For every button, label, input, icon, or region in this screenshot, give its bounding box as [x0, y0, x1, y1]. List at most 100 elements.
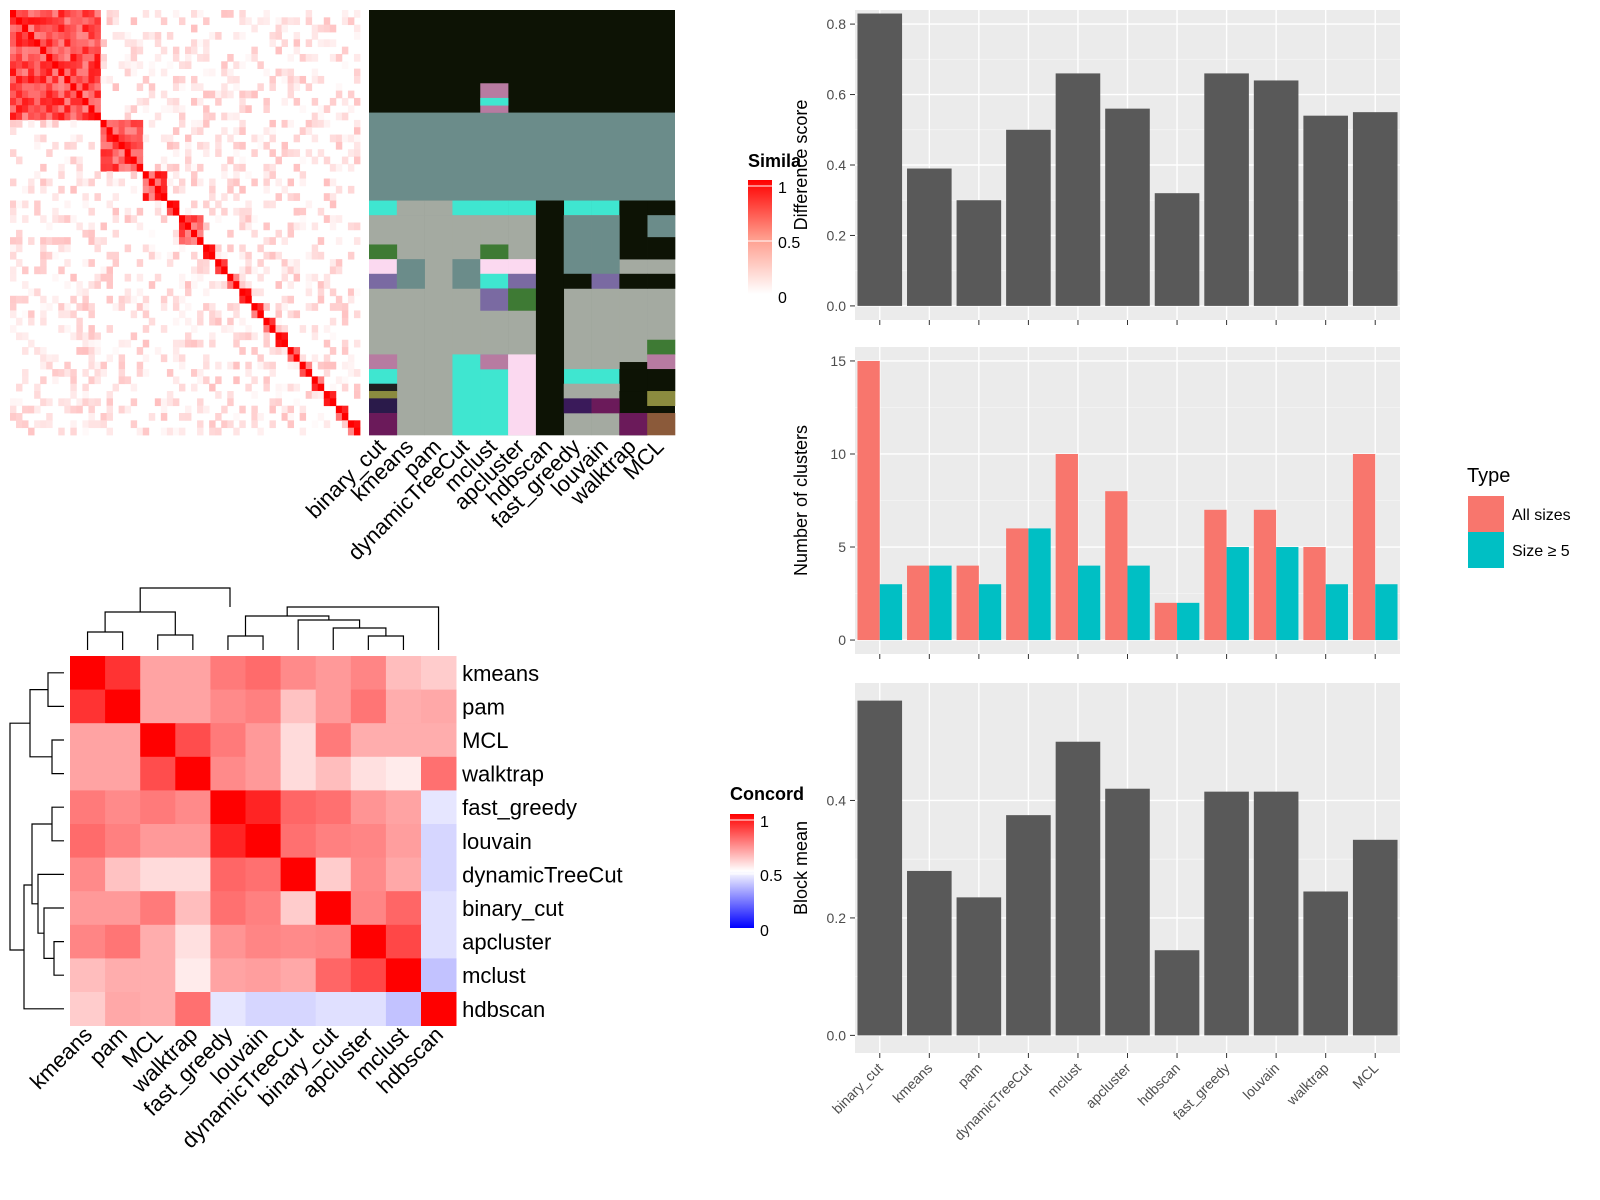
similarity-cell: [251, 53, 258, 62]
similarity-cell: [311, 354, 319, 363]
similarity-cell: [70, 97, 77, 106]
similarity-cell: [22, 266, 29, 275]
concordance-cell: [140, 723, 176, 758]
similarity-cell: [28, 46, 35, 55]
similarity-cell: [64, 31, 71, 40]
similarity-cell: [76, 105, 83, 113]
similarity-cell: [106, 127, 113, 135]
similarity-cell: [263, 163, 270, 172]
similarity-cell: [64, 215, 71, 223]
concordance-cell: [70, 924, 106, 959]
similarity-cell: [94, 237, 101, 245]
similarity-cell: [154, 10, 162, 18]
similarity-cell: [305, 119, 313, 128]
similarity-cell: [28, 185, 35, 194]
similarity-cell: [28, 83, 35, 92]
concordance-row-label: dynamicTreeCut: [462, 862, 623, 887]
similarity-cell: [136, 303, 144, 311]
concordance-cell: [175, 689, 211, 724]
similarity-cell: [203, 112, 210, 121]
cluster-cell: [369, 398, 398, 414]
similarity-cell: [154, 171, 162, 179]
concordance-dendrogram: [9, 587, 440, 1010]
similarity-cell: [46, 112, 53, 121]
similarity-cell: [221, 266, 228, 275]
concordance-cell: [315, 824, 352, 858]
similarity-cell: [317, 281, 325, 289]
similarity-cell: [311, 251, 319, 260]
similarity-cell: [160, 398, 168, 407]
similarity-cell: [293, 207, 301, 216]
similarity-cell: [40, 75, 47, 84]
similarity-cell: [28, 61, 35, 70]
cluster-cell: [647, 215, 676, 238]
similarity-cell: [70, 310, 77, 319]
similarity-cell: [341, 61, 349, 70]
similarity-cell: [317, 361, 325, 370]
similarity-cell: [239, 215, 246, 223]
similarity-cell: [191, 46, 198, 55]
similarity-cell: [52, 251, 59, 260]
similarity-cell: [317, 149, 325, 157]
similarity-cell: [112, 119, 120, 128]
similarity-cell: [82, 53, 89, 62]
similarity-cell: [28, 178, 35, 187]
similarity-cell: [154, 112, 162, 121]
similarity-cell: [335, 259, 343, 267]
similarity-cell: [16, 119, 23, 128]
similarity-cell: [287, 420, 295, 429]
similarity-cell: [64, 53, 71, 62]
similarity-cell: [82, 24, 89, 33]
similarity-cell: [88, 339, 95, 348]
similarity-cell: [22, 295, 29, 304]
similarity-cell: [88, 413, 95, 421]
similarity-cell: [209, 90, 216, 99]
similarity-cell: [70, 273, 77, 282]
similarity-cell: [203, 46, 210, 55]
similarity-cell: [281, 405, 288, 414]
similarity-cell: [172, 295, 180, 304]
similarity-cell: [353, 339, 361, 348]
similarity-cell: [10, 266, 17, 275]
similarity-cell: [124, 105, 132, 113]
similarity-cell: [40, 90, 47, 99]
similarity-cell: [22, 61, 29, 70]
similarity-cell: [82, 97, 89, 106]
similarity-cell: [166, 259, 174, 267]
similarity-cell: [172, 97, 180, 106]
similarity-cell: [112, 134, 120, 143]
similarity-cell: [40, 97, 47, 106]
similarity-cell: [215, 317, 222, 326]
similarity-cell: [124, 127, 132, 135]
similarity-cell: [317, 376, 325, 385]
similarity-cell: [28, 317, 35, 326]
similarity-cell: [269, 83, 276, 92]
similarity-cell: [88, 405, 95, 414]
similarity-cell: [251, 266, 258, 275]
concordance-cell: [280, 756, 317, 791]
similarity-cell: [16, 68, 23, 77]
similarity-cell: [82, 83, 89, 92]
similarity-cell: [28, 68, 35, 77]
concordance-row-label: kmeans: [462, 661, 539, 686]
similarity-cell: [245, 259, 252, 267]
similarity-cell: [82, 61, 89, 70]
similarity-cell: [239, 317, 246, 326]
similarity-cell: [136, 163, 144, 172]
similarity-cell: [227, 244, 234, 253]
cluster-cell: [591, 398, 620, 414]
similarity-cell: [323, 325, 331, 333]
similarity-cell: [46, 31, 53, 40]
similarity-cell: [329, 24, 337, 33]
similarity-cell: [293, 134, 301, 143]
similarity-cell: [178, 75, 186, 84]
similarity-cell: [197, 178, 204, 187]
similarity-cell: [191, 325, 198, 333]
similarity-cell: [227, 325, 234, 333]
similarity-cell: [329, 398, 337, 407]
similarity-cell: [263, 383, 270, 392]
similarity-cell: [233, 193, 240, 201]
similarity-cell: [88, 207, 95, 216]
similarity-cell: [16, 17, 23, 26]
similarity-cell: [257, 83, 264, 92]
